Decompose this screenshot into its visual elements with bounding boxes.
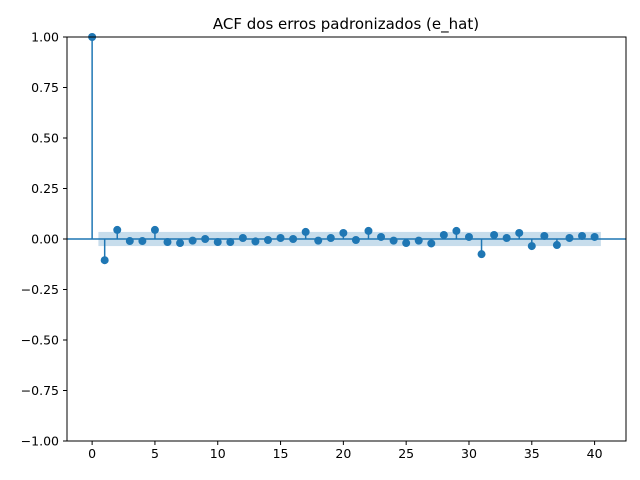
plot-area — [66, 33, 627, 442]
acf-point-1 — [100, 256, 109, 265]
acf-point-17 — [301, 227, 310, 236]
acf-point-37 — [552, 241, 561, 250]
y-tick-label: 0.75 — [31, 80, 59, 95]
x-tick-label: 25 — [398, 446, 414, 461]
acf-point-36 — [540, 231, 549, 240]
acf-point-38 — [565, 233, 574, 242]
y-tick-label: 0.50 — [31, 131, 59, 146]
acf-point-29 — [452, 226, 461, 235]
acf-point-2 — [113, 225, 122, 234]
acf-point-28 — [439, 230, 448, 239]
acf-point-5 — [150, 225, 159, 234]
acf-point-3 — [125, 237, 134, 246]
acf-point-6 — [163, 238, 172, 247]
x-tick-label: 40 — [587, 446, 603, 461]
y-tick-label: 1.00 — [31, 30, 59, 45]
x-tick-label: 20 — [335, 446, 351, 461]
acf-point-40 — [590, 232, 599, 241]
acf-point-22 — [364, 226, 373, 235]
acf-point-10 — [213, 238, 222, 247]
acf-point-8 — [188, 236, 197, 245]
acf-point-16 — [289, 235, 298, 243]
acf-point-14 — [263, 236, 272, 245]
x-tick-label: 10 — [210, 446, 226, 461]
acf-point-15 — [276, 233, 285, 242]
acf-point-20 — [339, 228, 348, 237]
acf-point-12 — [238, 233, 247, 242]
acf-point-7 — [176, 239, 185, 248]
acf-point-27 — [427, 239, 436, 248]
acf-point-34 — [515, 228, 524, 237]
acf-point-13 — [251, 237, 260, 246]
acf-point-18 — [314, 236, 323, 245]
x-tick-label: 0 — [88, 446, 96, 461]
x-tick-label: 5 — [151, 446, 159, 461]
acf-point-25 — [402, 239, 411, 248]
acf-point-35 — [527, 242, 536, 251]
acf-point-39 — [578, 231, 587, 240]
x-axis: 0 5 10 15 20 25 30 35 40 — [88, 441, 603, 461]
x-tick-label: 15 — [273, 446, 289, 461]
acf-point-26 — [414, 236, 423, 245]
acf-point-4 — [138, 237, 147, 246]
acf-point-9 — [201, 235, 210, 243]
x-tick-label: 30 — [461, 446, 477, 461]
acf-point-30 — [464, 232, 473, 241]
x-tick-label: 35 — [524, 446, 540, 461]
acf-point-21 — [351, 236, 360, 245]
y-tick-label: 0.00 — [31, 232, 59, 247]
y-tick-label: −0.50 — [21, 333, 59, 348]
y-axis: −1.00 −0.75 −0.50 −0.25 0.00 0.25 0.50 0.75 1.00 — [21, 30, 67, 449]
acf-point-19 — [326, 233, 335, 242]
acf-point-23 — [377, 232, 386, 241]
acf-point-11 — [226, 238, 235, 247]
y-tick-label: −1.00 — [21, 434, 59, 449]
chart-title: ACF dos erros padronizados (e_hat) — [213, 15, 479, 34]
y-tick-label: −0.75 — [21, 383, 59, 398]
acf-point-31 — [477, 250, 486, 259]
acf-point-32 — [490, 230, 499, 239]
y-tick-label: 0.25 — [31, 181, 59, 196]
acf-point-24 — [389, 236, 398, 245]
y-tick-label: −0.25 — [21, 282, 59, 297]
acf-point-33 — [502, 233, 511, 242]
